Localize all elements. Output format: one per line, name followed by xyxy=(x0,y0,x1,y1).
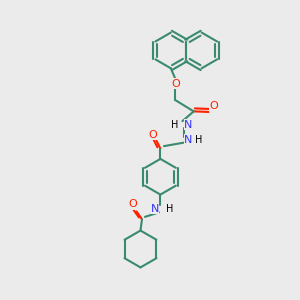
Text: H: H xyxy=(195,135,203,145)
Text: O: O xyxy=(148,130,157,140)
Text: N: N xyxy=(151,204,159,214)
Text: O: O xyxy=(209,101,218,111)
Text: O: O xyxy=(128,200,137,209)
Text: H: H xyxy=(166,204,174,214)
Text: N: N xyxy=(184,120,193,130)
Text: H: H xyxy=(172,120,179,130)
Text: O: O xyxy=(171,79,180,89)
Text: N: N xyxy=(184,135,193,145)
